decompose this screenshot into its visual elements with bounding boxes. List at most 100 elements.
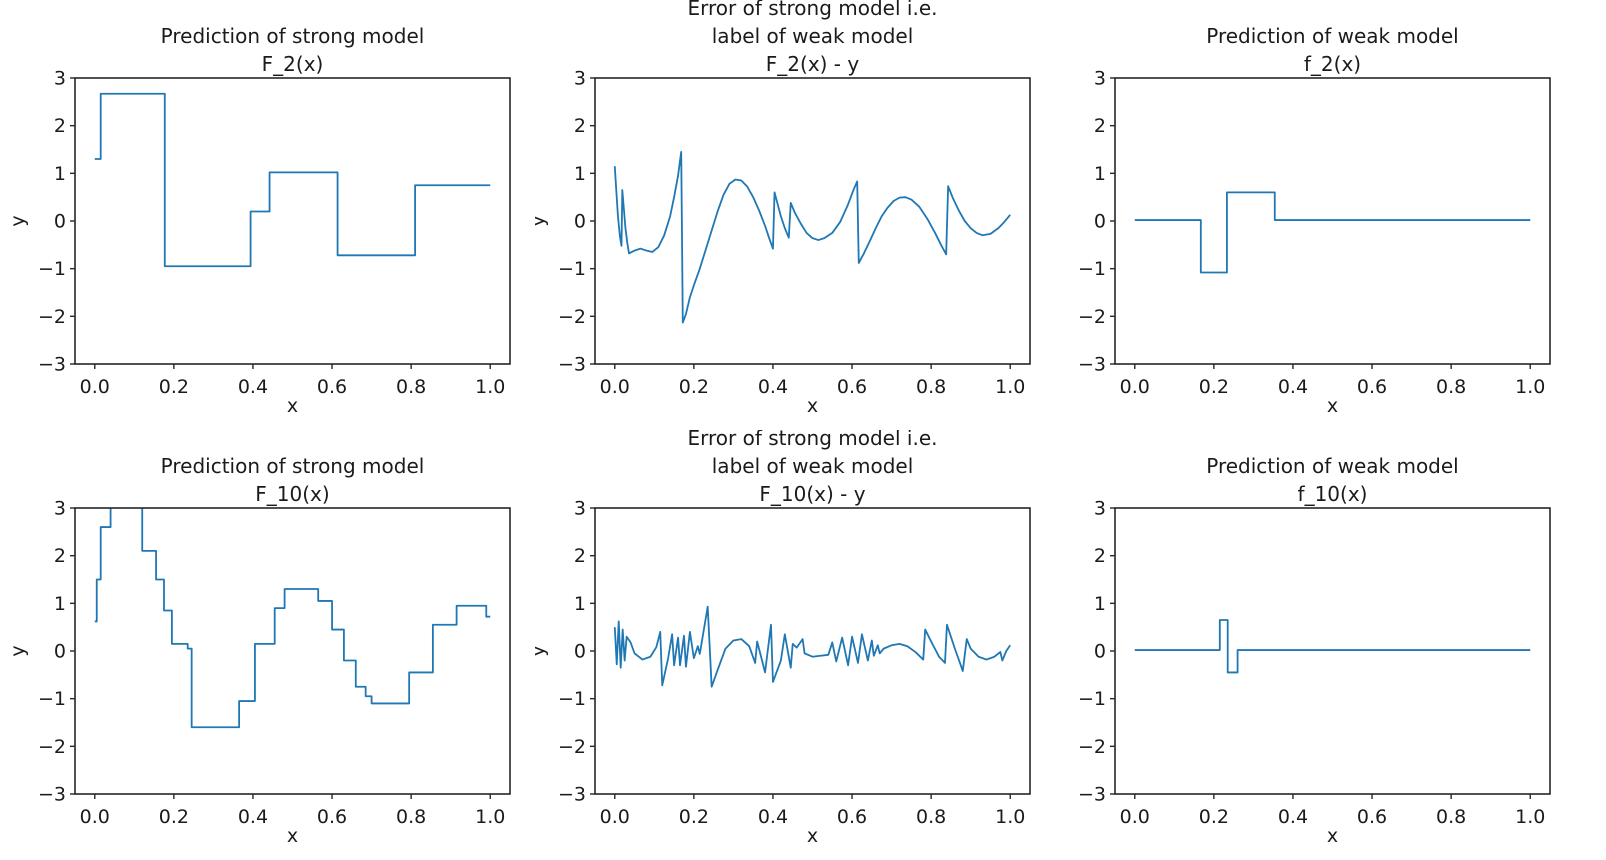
- x-tick-label: 1.0: [995, 376, 1025, 398]
- y-tick-label: 3: [574, 498, 586, 520]
- x-axis-label: x: [807, 395, 818, 417]
- y-tick-label: 2: [574, 115, 586, 137]
- x-tick-label: 0.2: [1199, 806, 1229, 828]
- subplot-title-line: Error of strong model i.e.: [688, 430, 938, 450]
- subplot-title-line: Prediction of weak model: [1206, 454, 1458, 478]
- x-tick-label: 1.0: [1515, 376, 1545, 398]
- y-tick-label: 1: [54, 163, 66, 185]
- y-tick-label: 3: [54, 498, 66, 520]
- y-tick-label: −1: [38, 688, 66, 710]
- x-tick-label: 0.2: [679, 376, 709, 398]
- series-line: [1134, 619, 1531, 674]
- x-tick-label: 0.4: [758, 376, 788, 398]
- x-tick-label: 0.8: [1436, 806, 1466, 828]
- x-tick-label: 0.4: [1278, 376, 1308, 398]
- axes-box: [1114, 507, 1551, 795]
- subplot-error-strong-F2: Error of strong model i.e. label of weak …: [535, 0, 1031, 417]
- y-tick-label: −3: [38, 784, 66, 806]
- subplot-prediction-weak-f10: Prediction of weak model f_10(x) 0.0 0.2 0.4…: [1078, 454, 1551, 847]
- y-tick-label: 3: [1094, 498, 1106, 520]
- subplot-error-strong-F10: Error of strong model i.e. label of weak …: [535, 430, 1031, 847]
- y-tick-label: 0: [54, 641, 66, 663]
- y-tick-label: 1: [1094, 593, 1106, 615]
- x-tick-label: 0.0: [1120, 806, 1150, 828]
- series-line: [94, 508, 491, 729]
- y-tick-label: 2: [54, 115, 66, 137]
- y-tick-label: 1: [1094, 163, 1106, 185]
- y-tick-label: 2: [1094, 545, 1106, 567]
- y-tick-label: −3: [1078, 784, 1106, 806]
- x-tick-label: 1.0: [995, 806, 1025, 828]
- x-tick-label: 0.6: [1357, 376, 1387, 398]
- x-tick-label: 0.0: [80, 806, 110, 828]
- y-tick-label: 1: [574, 593, 586, 615]
- series-line: [613, 150, 1011, 324]
- y-tick-label: −3: [1078, 354, 1106, 376]
- y-axis-label: y: [7, 215, 29, 226]
- y-tick-label: −1: [38, 258, 66, 280]
- x-tick-label: 1.0: [475, 806, 505, 828]
- y-tick-label: −2: [1078, 306, 1106, 328]
- x-tick-label: 0.6: [837, 376, 867, 398]
- y-axis-label: y: [535, 645, 549, 656]
- x-tick-label: 0.8: [1436, 376, 1466, 398]
- x-tick-label: 0.0: [600, 376, 630, 398]
- x-tick-label: 1.0: [475, 376, 505, 398]
- x-tick-label: 0.8: [396, 376, 426, 398]
- y-tick-label: 0: [1094, 641, 1106, 663]
- y-tick-label: 0: [54, 211, 66, 233]
- axes-box: [74, 77, 511, 365]
- x-tick-label: 0.0: [1120, 376, 1150, 398]
- x-axis-label: x: [287, 395, 298, 417]
- subplot-title-line: F_2(x): [262, 52, 324, 76]
- y-tick-label: −3: [558, 354, 586, 376]
- y-tick-label: −3: [38, 354, 66, 376]
- y-tick-label: 2: [1094, 115, 1106, 137]
- y-axis-label: y: [7, 645, 29, 656]
- x-tick-label: 0.2: [159, 806, 189, 828]
- y-tick-label: 2: [54, 545, 66, 567]
- x-tick-label: 0.0: [600, 806, 630, 828]
- y-tick-label: −2: [1078, 736, 1106, 758]
- series-line: [1134, 191, 1531, 274]
- subplot-prediction-strong-F2: Prediction of strong model F_2(x) 0.0 0.2 0.…: [7, 24, 511, 417]
- x-tick-label: 0.4: [238, 376, 268, 398]
- y-tick-label: 0: [574, 211, 586, 233]
- y-tick-label: −2: [558, 306, 586, 328]
- subplot-title-line: Error of strong model i.e.: [688, 0, 938, 20]
- x-tick-label: 0.6: [317, 376, 347, 398]
- y-tick-label: −1: [558, 688, 586, 710]
- y-tick-label: 3: [574, 68, 586, 90]
- y-tick-label: 3: [54, 68, 66, 90]
- x-tick-label: 0.8: [916, 376, 946, 398]
- subplot-title-line: Prediction of strong model: [161, 454, 425, 478]
- x-tick-label: 1.0: [1515, 806, 1545, 828]
- x-axis-label: x: [287, 825, 298, 847]
- y-tick-label: 1: [574, 163, 586, 185]
- y-tick-label: −1: [1078, 258, 1106, 280]
- subplot-title-line: label of weak model: [712, 24, 914, 48]
- x-axis-label: x: [1327, 825, 1338, 847]
- x-tick-label: 0.4: [758, 806, 788, 828]
- subplot-prediction-weak-f2: Prediction of weak model f_2(x) 0.0 0.2 0.4 0…: [1078, 24, 1551, 417]
- subplot-title-line: Prediction of strong model: [161, 24, 425, 48]
- y-tick-label: −2: [38, 306, 66, 328]
- x-axis-label: x: [807, 825, 818, 847]
- y-tick-label: −2: [558, 736, 586, 758]
- axes-box: [74, 507, 511, 795]
- axes-box: [1114, 77, 1551, 365]
- y-tick-label: −1: [1078, 688, 1106, 710]
- x-tick-label: 0.8: [916, 806, 946, 828]
- y-tick-label: 3: [1094, 68, 1106, 90]
- x-tick-label: 0.4: [238, 806, 268, 828]
- subplot-title-line: label of weak model: [712, 454, 914, 478]
- subplot-title-line: Prediction of weak model: [1206, 24, 1458, 48]
- y-tick-label: −2: [38, 736, 66, 758]
- y-tick-label: −3: [558, 784, 586, 806]
- y-tick-label: 2: [574, 545, 586, 567]
- x-tick-label: 0.6: [1357, 806, 1387, 828]
- x-tick-label: 0.2: [1199, 376, 1229, 398]
- subplot-prediction-strong-F10: Prediction of strong model F_10(x) 0.0 0.2 0…: [7, 454, 511, 847]
- y-axis-label: y: [535, 215, 549, 226]
